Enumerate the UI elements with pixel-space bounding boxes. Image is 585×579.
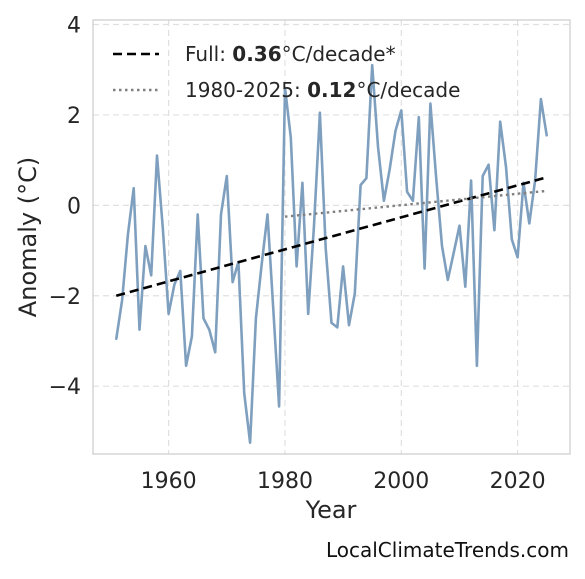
legend: Full: 0.36°C/decade* 1980-2025: 0.12°C/d…: [113, 42, 460, 102]
y-axis-label: Anomaly (°C): [14, 157, 42, 317]
plot-frame: [92, 19, 571, 455]
x-tick-label: 2000: [373, 469, 429, 494]
y-tick-label: −2: [49, 285, 81, 310]
legend-recent-value: 0.12: [307, 78, 356, 102]
watermark-text: LocalClimateTrends.com: [325, 538, 569, 562]
legend-full-value: 0.36: [232, 42, 281, 66]
trendline-full: [115, 176, 548, 298]
legend-recent-suffix: °C/decade: [356, 78, 460, 102]
tick-labels: 1960 1980 2000 2020 −4 −2 0 2 4: [49, 14, 546, 494]
trend-layer: [115, 176, 548, 298]
y-tick-label: −4: [49, 375, 81, 400]
y-tick-label: 0: [67, 194, 81, 219]
series-line: [115, 63, 549, 445]
trendline-recent: [284, 189, 547, 218]
legend-full-suffix: °C/decade*: [282, 42, 396, 66]
y-tick-label: 4: [67, 14, 81, 39]
legend-recent-prefix: 1980-2025:: [185, 78, 307, 102]
legend-label-full: Full: 0.36°C/decade*: [185, 42, 396, 66]
x-tick-label: 1980: [257, 469, 313, 494]
x-tick-label: 1960: [141, 469, 197, 494]
x-axis-label: Year: [305, 496, 357, 524]
legend-label-recent: 1980-2025: 0.12°C/decade: [185, 78, 460, 102]
legend-full-prefix: Full:: [185, 42, 232, 66]
x-tick-label: 2020: [490, 469, 546, 494]
y-tick-label: 2: [67, 104, 81, 129]
series-layer: [115, 63, 549, 445]
